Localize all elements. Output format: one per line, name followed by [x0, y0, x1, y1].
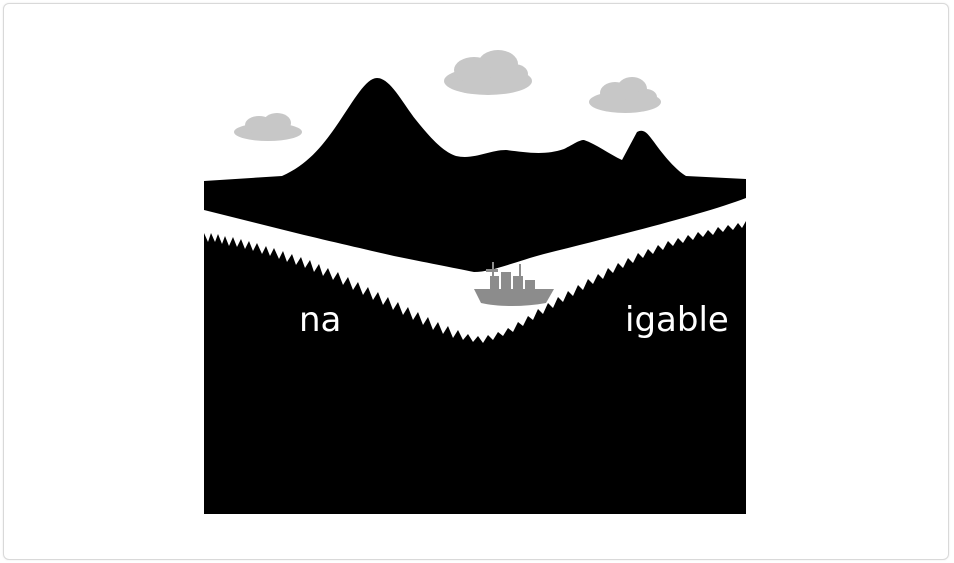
cloud-icon [234, 113, 302, 141]
forest [204, 221, 746, 514]
illustration-card: na igable [3, 3, 949, 560]
cloud-icon [589, 77, 661, 113]
ship-icon [474, 262, 554, 306]
word-right: igable [625, 300, 729, 340]
navigable-illustration: na igable [204, 50, 746, 514]
cloud-icon [444, 50, 532, 95]
word-left: na [299, 300, 341, 340]
mountain-range [204, 78, 746, 272]
